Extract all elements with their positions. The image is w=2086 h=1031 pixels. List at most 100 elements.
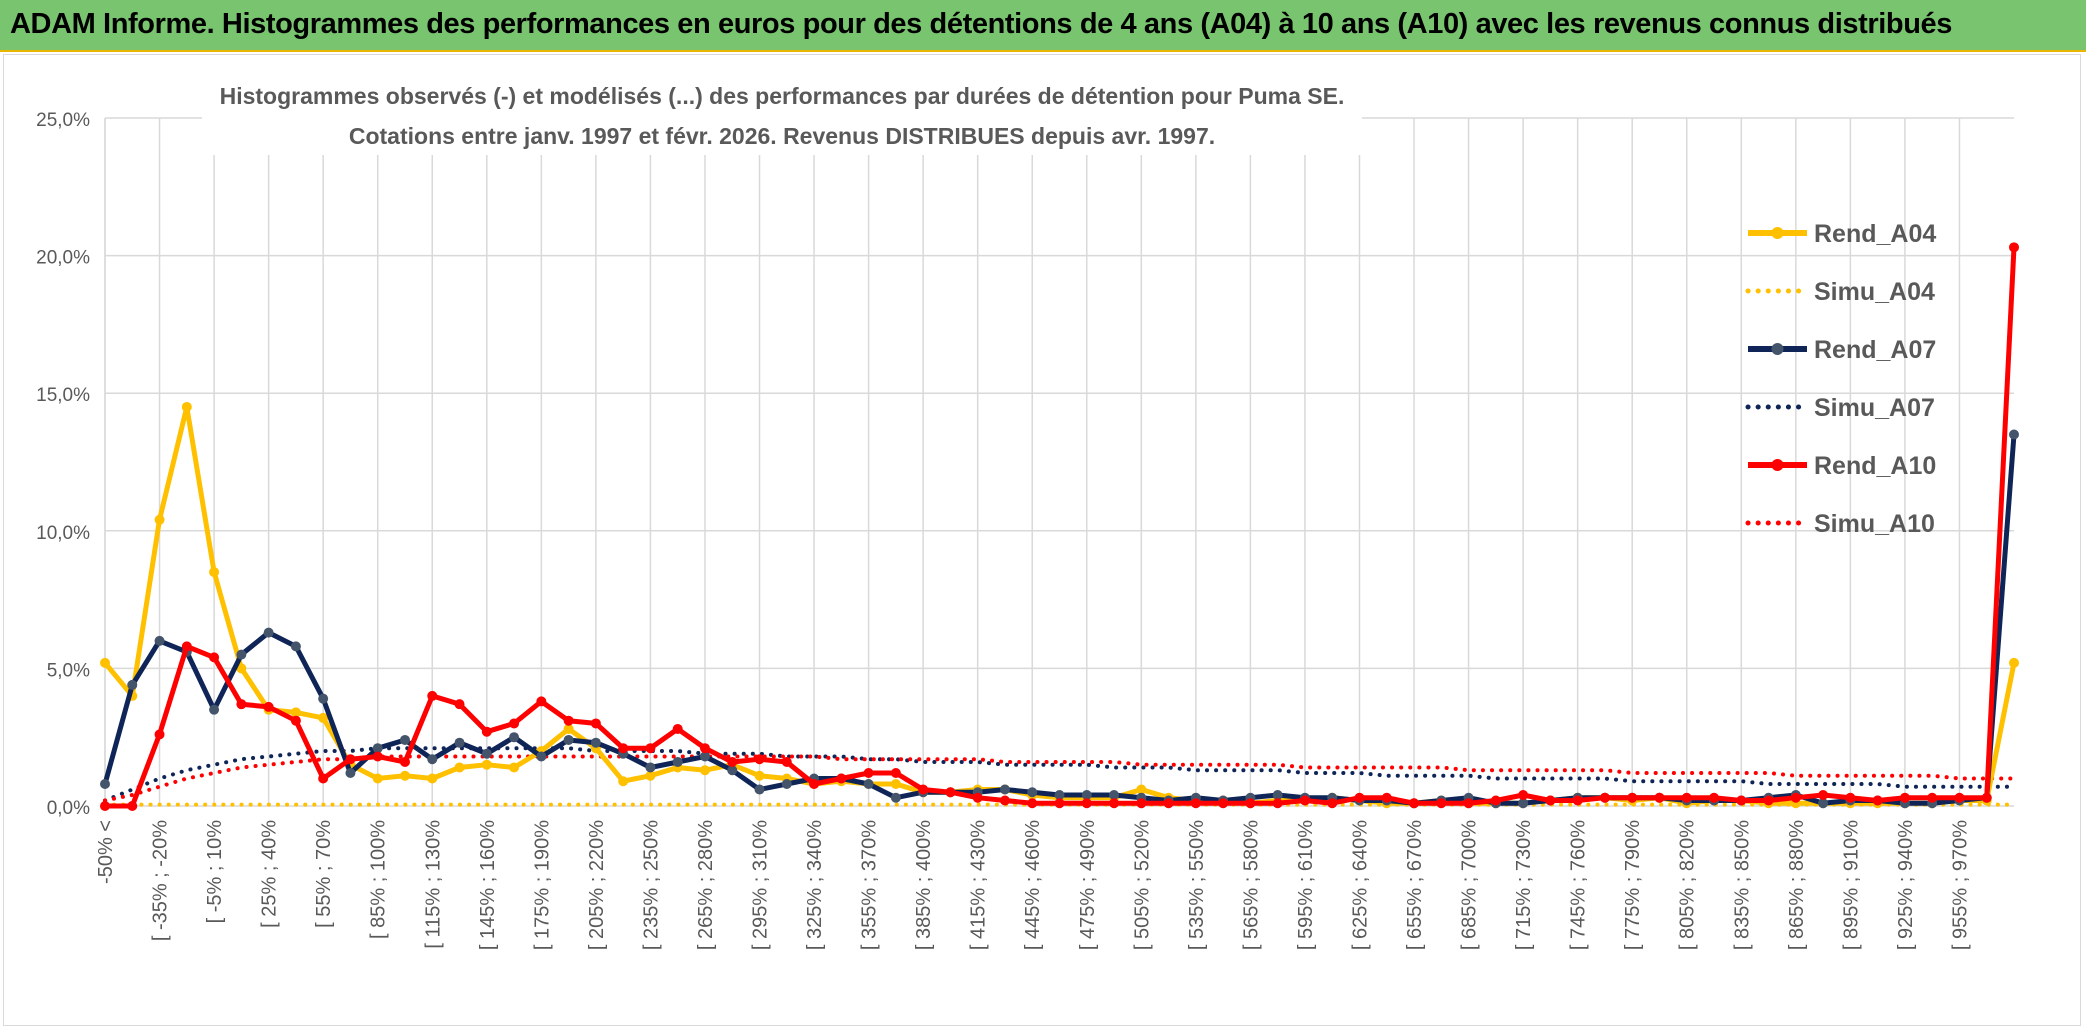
x-tick-label: [ 565% ; 580% bbox=[1240, 820, 1262, 950]
chart-frame: Histogrammes observés (-) et modélisés (… bbox=[3, 54, 2081, 1026]
data-point-rend-a10 bbox=[672, 723, 683, 734]
legend-marker-rend-a07 bbox=[1771, 343, 1784, 355]
data-point-rend-a10 bbox=[481, 726, 492, 737]
data-point-rend-a10 bbox=[809, 778, 820, 789]
data-point-rend-a07 bbox=[127, 679, 138, 690]
data-point-rend-a10 bbox=[1545, 795, 1556, 806]
y-axis: 0,0% 5,0% 10,0% 15,0% 20,0% 25,0% bbox=[36, 110, 90, 819]
x-tick-label: [ 505% ; 520% bbox=[1131, 820, 1153, 950]
legend-label-rend-a04: Rend_A04 bbox=[1814, 220, 1936, 248]
x-tick-label: [ -5% ; 10% bbox=[204, 820, 226, 924]
x-tick-label: [ 205% ; 220% bbox=[586, 820, 608, 950]
data-point-rend-a04 bbox=[563, 723, 574, 734]
data-point-rend-a10 bbox=[1845, 792, 1856, 803]
x-tick-label: [ 625% ; 640% bbox=[1349, 820, 1371, 950]
data-point-rend-a10 bbox=[727, 756, 738, 767]
data-point-rend-a07 bbox=[890, 792, 901, 803]
data-point-rend-a10 bbox=[1163, 798, 1174, 809]
x-tick-label: [ 865% ; 880% bbox=[1786, 820, 1808, 950]
data-point-rend-a10 bbox=[1818, 789, 1829, 800]
data-point-rend-a10 bbox=[1599, 792, 1610, 803]
data-point-rend-a10 bbox=[509, 718, 520, 729]
data-point-rend-a10 bbox=[781, 756, 792, 767]
x-tick-label: [ 235% ; 250% bbox=[640, 820, 662, 950]
legend-label-rend-a07: Rend_A07 bbox=[1814, 336, 1936, 364]
data-point-rend-a10 bbox=[345, 754, 356, 765]
data-point-rend-a07 bbox=[290, 641, 301, 652]
data-point-rend-a04 bbox=[427, 773, 438, 784]
data-point-rend-a10 bbox=[1190, 798, 1201, 809]
data-point-rend-a07 bbox=[754, 784, 765, 795]
legend-label-simu-a07: Simu_A07 bbox=[1814, 394, 1935, 422]
x-tick-label: [ 895% ; 910% bbox=[1840, 820, 1862, 950]
x-tick-label: [ 775% ; 790% bbox=[1622, 820, 1644, 950]
data-point-rend-a10 bbox=[563, 715, 574, 726]
data-point-rend-a07 bbox=[590, 737, 601, 748]
series-line-rend-a10 bbox=[105, 247, 2017, 809]
data-point-rend-a04 bbox=[290, 707, 301, 718]
x-tick-label: [ 265% ; 280% bbox=[695, 820, 717, 950]
data-point-rend-a10 bbox=[1899, 792, 1910, 803]
grid bbox=[104, 117, 2014, 807]
data-point-rend-a07 bbox=[1081, 789, 1092, 800]
data-point-rend-a04 bbox=[236, 663, 247, 674]
x-tick-label: [ 475% ; 490% bbox=[1077, 820, 1099, 950]
legend-label-simu-a10: Simu_A10 bbox=[1814, 510, 1935, 538]
data-point-rend-a10 bbox=[427, 690, 438, 701]
y-tick-label: 15,0% bbox=[36, 385, 90, 406]
title-banner: ADAM Informe. Histogrammes des performan… bbox=[0, 0, 2086, 52]
data-point-rend-a07 bbox=[727, 765, 738, 776]
data-point-rend-a10 bbox=[754, 754, 765, 765]
y-tick-label: 25,0% bbox=[36, 110, 90, 131]
data-point-rend-a04 bbox=[699, 765, 710, 776]
data-point-rend-a10 bbox=[290, 715, 301, 726]
data-point-rend-a10 bbox=[1245, 798, 1256, 809]
data-point-rend-a10 bbox=[1572, 795, 1583, 806]
data-point-rend-a04 bbox=[181, 401, 192, 412]
x-tick-label: [ 355% ; 370% bbox=[859, 820, 881, 950]
data-point-rend-a07 bbox=[999, 784, 1010, 795]
data-point-rend-a07 bbox=[1272, 789, 1283, 800]
data-point-rend-a04 bbox=[754, 770, 765, 781]
y-tick-label: 5,0% bbox=[47, 660, 90, 681]
data-point-rend-a07 bbox=[263, 627, 274, 638]
x-tick-label: [ 835% ; 850% bbox=[1731, 820, 1753, 950]
series-line-simu-a07 bbox=[103, 746, 2016, 803]
x-tick-label: [ 145% ; 160% bbox=[477, 820, 499, 950]
data-point-rend-a10 bbox=[209, 652, 220, 663]
data-point-rend-a10 bbox=[318, 773, 329, 784]
data-point-rend-a07 bbox=[1518, 798, 1529, 809]
data-point-rend-a10 bbox=[699, 743, 710, 754]
data-point-rend-a10 bbox=[536, 696, 547, 707]
data-point-rend-a04 bbox=[209, 567, 220, 578]
data-point-rend-a04 bbox=[2009, 657, 2019, 668]
data-point-rend-a10 bbox=[263, 701, 274, 712]
data-point-rend-a10 bbox=[1954, 792, 1965, 803]
data-point-rend-a10 bbox=[863, 767, 874, 778]
data-point-rend-a10 bbox=[1763, 795, 1774, 806]
data-point-rend-a04 bbox=[318, 712, 329, 723]
y-tick-label: 20,0% bbox=[36, 248, 90, 269]
data-point-rend-a04 bbox=[509, 762, 520, 773]
data-point-rend-a10 bbox=[999, 795, 1010, 806]
data-point-rend-a07 bbox=[481, 748, 492, 759]
data-point-rend-a07 bbox=[509, 732, 520, 743]
data-point-rend-a07 bbox=[699, 751, 710, 762]
x-tick-label: [ 925% ; 940% bbox=[1895, 820, 1917, 950]
data-point-rend-a10 bbox=[1681, 792, 1692, 803]
data-point-rend-a04 bbox=[399, 770, 410, 781]
series bbox=[100, 242, 2019, 811]
x-tick-label: [ 685% ; 700% bbox=[1459, 820, 1481, 950]
x-tick-label: [ 25% ; 40% bbox=[259, 820, 281, 928]
legend-label-rend-a10: Rend_A10 bbox=[1814, 452, 1936, 480]
x-tick-label: [ 745% ; 760% bbox=[1568, 820, 1590, 950]
data-point-rend-a10 bbox=[154, 729, 165, 740]
data-point-rend-a10 bbox=[618, 743, 629, 754]
data-point-rend-a04 bbox=[645, 770, 656, 781]
x-tick-label: [ 115% ; 130% bbox=[422, 820, 444, 949]
data-point-rend-a07 bbox=[345, 767, 356, 778]
chart-subtitle: Cotations entre janv. 1997 et févr. 2026… bbox=[349, 123, 1215, 149]
data-point-rend-a07 bbox=[154, 635, 165, 646]
chart-title-block: Histogrammes observés (-) et modélisés (… bbox=[202, 75, 1362, 155]
data-point-rend-a10 bbox=[890, 767, 901, 778]
